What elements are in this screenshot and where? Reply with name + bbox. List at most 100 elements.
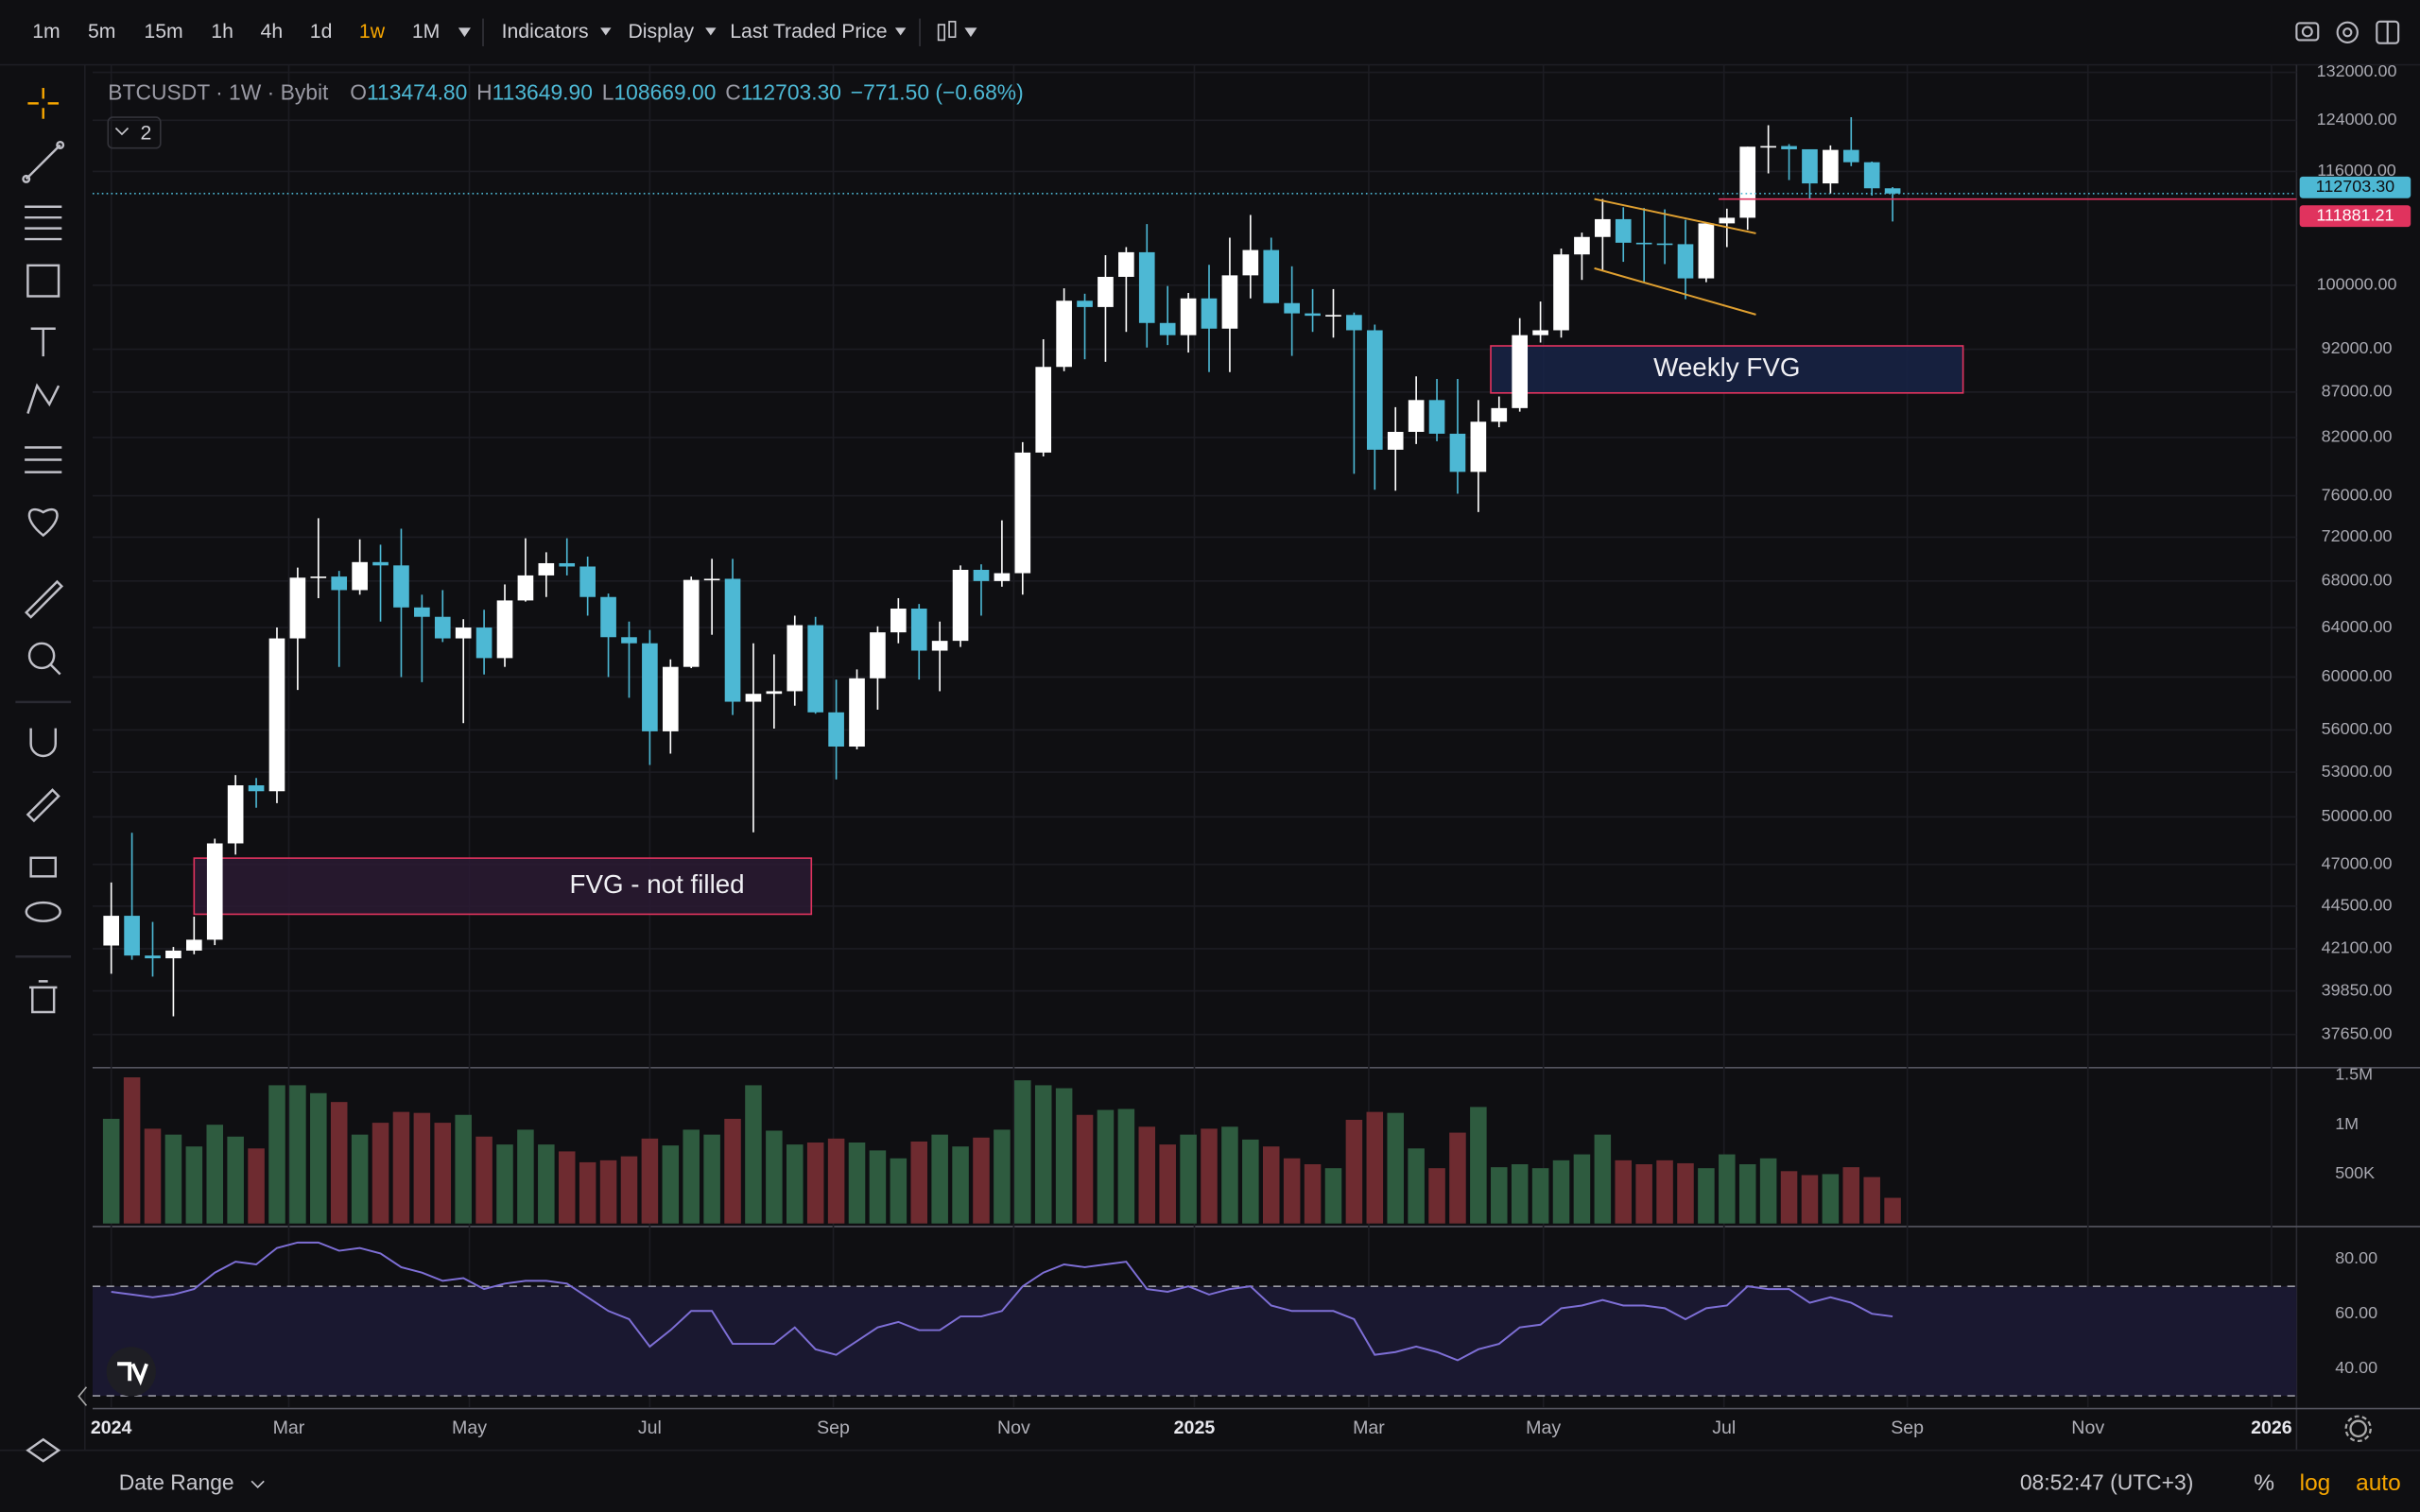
candle-body: [1449, 433, 1466, 472]
axis-labels: 2024 Mar May Jul Sep Nov 2025 Mar May Jul Sep Nov 20…: [91, 61, 2411, 1438]
ohlc-key: L: [602, 80, 614, 105]
settings-button[interactable]: [2344, 1415, 2372, 1443]
volume-bar: [1615, 1160, 1633, 1224]
timeframe-button[interactable]: 1d: [310, 21, 333, 43]
candle-body: [1346, 315, 1362, 331]
candle-body: [1263, 249, 1280, 303]
hide-tool[interactable]: [25, 901, 61, 922]
volume-bar: [1449, 1132, 1466, 1224]
change: −771.50 (−0.68%): [851, 80, 1024, 105]
magnet-tool[interactable]: [29, 728, 57, 758]
zoom-tool[interactable]: [27, 642, 61, 676]
volume-bar: [248, 1148, 265, 1224]
y-tick-label: 87000.00: [2322, 382, 2393, 401]
y-tick-label: 42100.00: [2322, 938, 2393, 957]
trend-line-tool[interactable]: [22, 140, 65, 183]
date-range-button[interactable]: Date Range: [119, 1470, 234, 1495]
volume-bar: [434, 1123, 452, 1224]
toolbar-right-icons[interactable]: [2295, 20, 2400, 44]
timeframe-button[interactable]: 5m: [88, 21, 115, 43]
menu-button[interactable]: Indicators: [502, 21, 589, 43]
candle-body: [331, 576, 348, 591]
candle-body: [559, 562, 576, 567]
crosshair-tool[interactable]: [27, 88, 60, 119]
collapse-button[interactable]: [78, 1386, 88, 1406]
candle-body: [1035, 367, 1052, 453]
projection-tool[interactable]: [25, 446, 62, 473]
candle-body: [1512, 335, 1529, 408]
candle-body: [1884, 188, 1901, 194]
volume-bar: [1180, 1134, 1197, 1224]
volume-bar: [392, 1111, 410, 1224]
lock-tool[interactable]: [29, 856, 57, 878]
candle-body: [206, 843, 223, 940]
indicator-toggle[interactable]: [107, 116, 162, 149]
timeframe-button[interactable]: 4h: [261, 21, 284, 43]
shape-tool[interactable]: [26, 264, 60, 298]
volume-bar: [102, 1118, 120, 1224]
y-tick-label: 56000.00: [2322, 719, 2393, 738]
candle-body: [1574, 236, 1590, 255]
y-tick-label: 60.00: [2335, 1303, 2377, 1322]
candle-body: [683, 579, 700, 667]
volume-bar: [745, 1085, 762, 1224]
timeframe-button[interactable]: 1M: [412, 21, 440, 43]
menu-button[interactable]: Display: [628, 21, 694, 43]
volume-bar: [1531, 1168, 1549, 1224]
candle-body: [103, 916, 120, 946]
auto-toggle[interactable]: auto: [2356, 1470, 2401, 1496]
menu-button[interactable]: Last Traded Price: [730, 21, 887, 43]
measure-tool[interactable]: [25, 579, 64, 619]
candle-body: [1077, 301, 1093, 307]
delete-tool[interactable]: [29, 980, 58, 1014]
candle-body: [600, 596, 616, 638]
candle-body: [1739, 146, 1756, 218]
volume-bar: [1822, 1174, 1840, 1224]
timeframe-button[interactable]: 1w: [359, 21, 386, 43]
chart-type-button[interactable]: [937, 21, 977, 42]
percent-toggle[interactable]: %: [2254, 1470, 2274, 1496]
candle-body: [849, 678, 865, 747]
candle-body: [1719, 217, 1736, 224]
volume-bar: [952, 1146, 969, 1224]
dropdown-caret: [600, 27, 612, 36]
y-tick-label: 500K: [2335, 1163, 2375, 1182]
timeframe-button[interactable]: 1m: [32, 21, 60, 43]
candle-body: [786, 625, 804, 692]
candle-body: [1863, 162, 1880, 189]
volume-bar: [1780, 1171, 1798, 1224]
text-tool[interactable]: [30, 327, 56, 357]
volume-bar: [268, 1085, 285, 1224]
candle-body: [1698, 223, 1715, 279]
candle-body: [1656, 243, 1673, 246]
volume-bar: [1242, 1139, 1259, 1224]
fib-tool[interactable]: [25, 205, 62, 241]
volume-bar: [1262, 1146, 1280, 1224]
candle-body: [1470, 421, 1487, 472]
favorites-tool[interactable]: [27, 507, 59, 538]
timeframe-button[interactable]: 15m: [144, 21, 182, 43]
candle-body: [1056, 301, 1072, 368]
volume-bar: [662, 1145, 680, 1224]
y-tick-label: 80.00: [2335, 1248, 2377, 1267]
candle-body: [1823, 149, 1839, 184]
price-label: 111881.21: [2316, 205, 2394, 224]
dropdown-caret[interactable]: [458, 27, 471, 38]
log-toggle[interactable]: log: [2300, 1470, 2331, 1496]
candle-body: [890, 609, 907, 633]
candle-body: [703, 578, 720, 581]
drawing-sidebar: [15, 88, 72, 1463]
candle-body: [186, 939, 202, 951]
volume-bar: [1283, 1158, 1301, 1224]
candle-body: [724, 578, 741, 702]
pattern-tool[interactable]: [26, 383, 60, 414]
candle-body: [952, 570, 969, 642]
layers-button[interactable]: [26, 1437, 61, 1463]
timeframe-button[interactable]: 1h: [211, 21, 233, 43]
candle-body: [1159, 322, 1176, 335]
candle-body: [434, 616, 451, 639]
volume-bar: [1511, 1164, 1529, 1224]
volume-bar: [786, 1144, 804, 1224]
lock-draw-tool[interactable]: [26, 788, 60, 823]
